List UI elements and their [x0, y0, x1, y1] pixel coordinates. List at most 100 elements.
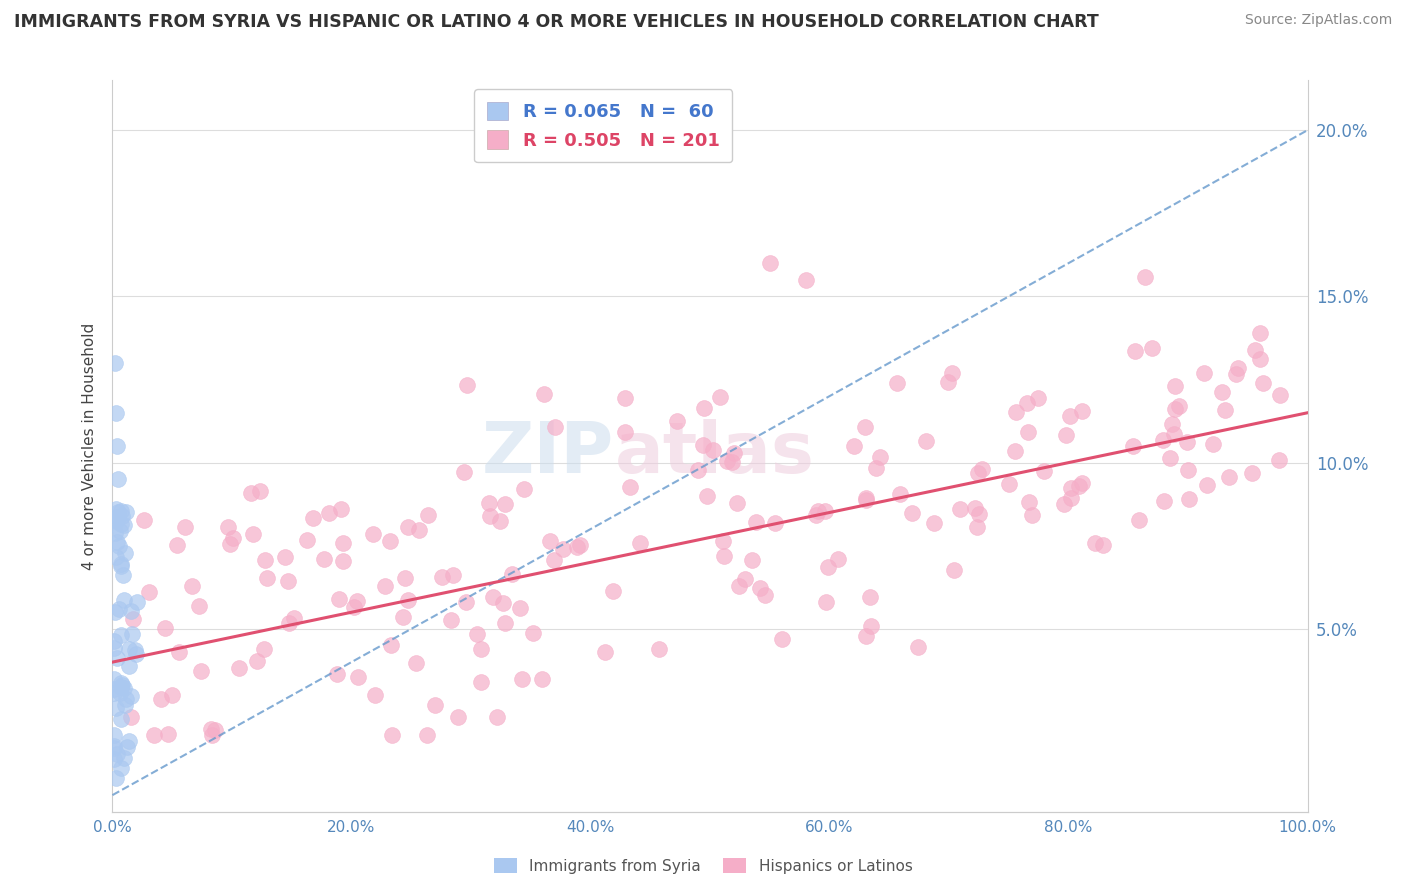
Point: [936, 375, 959, 389]
Point: [246, 654, 269, 668]
Point: [1213, 403, 1236, 417]
Point: [105, 772, 128, 786]
Point: [107, 472, 129, 486]
Point: [1153, 494, 1175, 508]
Point: [889, 487, 911, 501]
Point: [114, 517, 136, 532]
Y-axis label: 4 or more Vehicles in Household: 4 or more Vehicles in Household: [82, 322, 97, 570]
Point: [103, 634, 125, 648]
Point: [1168, 399, 1191, 413]
Point: [443, 568, 465, 582]
Point: [853, 419, 876, 434]
Point: [302, 511, 325, 525]
Point: [253, 642, 276, 657]
Point: [886, 376, 908, 391]
Point: [478, 509, 501, 524]
Point: [551, 541, 574, 556]
Point: [329, 501, 352, 516]
Point: [614, 425, 637, 439]
Text: ZIP: ZIP: [482, 419, 614, 488]
Point: [1249, 352, 1271, 367]
Point: [416, 508, 439, 522]
Point: [844, 439, 866, 453]
Point: [110, 504, 132, 518]
Point: [405, 656, 427, 670]
Point: [219, 537, 242, 551]
Point: [485, 710, 508, 724]
Point: [124, 643, 146, 657]
Point: [1164, 379, 1187, 393]
Point: [256, 571, 278, 585]
Point: [104, 356, 127, 370]
Point: [914, 434, 936, 448]
Point: [447, 710, 470, 724]
Point: [749, 582, 772, 596]
Point: [814, 594, 837, 608]
Point: [105, 747, 128, 762]
Point: [167, 645, 190, 659]
Point: [696, 489, 718, 503]
Point: [121, 612, 143, 626]
Point: [408, 523, 430, 537]
Point: [806, 508, 828, 522]
Point: [239, 486, 262, 500]
Point: [153, 621, 176, 635]
Point: [181, 579, 204, 593]
Point: [107, 505, 129, 519]
Point: [949, 502, 972, 516]
Point: [103, 752, 125, 766]
Point: [242, 526, 264, 541]
Point: [201, 728, 224, 742]
Point: [332, 553, 354, 567]
Point: [103, 686, 125, 700]
Point: [1226, 361, 1249, 376]
Point: [855, 493, 877, 508]
Point: [103, 641, 125, 656]
Point: [115, 506, 138, 520]
Point: [716, 454, 738, 468]
Point: [103, 672, 125, 686]
Point: [120, 689, 142, 703]
Point: [160, 688, 183, 702]
Point: [343, 599, 366, 614]
Point: [513, 482, 536, 496]
Point: [619, 480, 641, 494]
Point: [114, 546, 136, 560]
Text: atlas: atlas: [614, 419, 814, 488]
Point: [283, 611, 305, 625]
Point: [396, 520, 419, 534]
Point: [104, 606, 127, 620]
Point: [1268, 453, 1291, 467]
Point: [922, 516, 945, 530]
Point: [108, 539, 131, 553]
Point: [143, 728, 166, 742]
Point: [686, 463, 709, 477]
Point: [1091, 538, 1114, 552]
Point: [138, 585, 160, 599]
Point: [693, 401, 716, 415]
Point: [745, 515, 768, 529]
Point: [1069, 479, 1091, 493]
Point: [415, 728, 437, 742]
Point: [613, 392, 636, 406]
Point: [967, 508, 990, 522]
Point: [723, 446, 745, 460]
Point: [110, 517, 132, 532]
Point: [150, 692, 173, 706]
Point: [173, 520, 195, 534]
Point: [1084, 536, 1107, 550]
Point: [204, 723, 226, 738]
Point: [1060, 491, 1083, 505]
Point: [859, 591, 882, 605]
Point: [531, 672, 554, 686]
Point: [364, 689, 387, 703]
Point: [470, 674, 492, 689]
Point: [478, 496, 501, 510]
Point: [381, 728, 404, 742]
Point: [456, 377, 478, 392]
Point: [814, 504, 837, 518]
Point: [110, 712, 132, 726]
Point: [111, 508, 134, 523]
Point: [114, 692, 136, 706]
Point: [481, 590, 503, 604]
